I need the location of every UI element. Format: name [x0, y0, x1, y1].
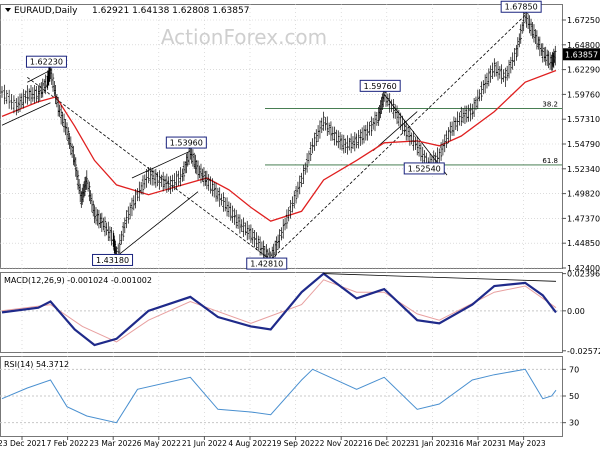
trend-line — [383, 94, 448, 176]
rsi-line — [1, 368, 557, 424]
moving-average-line — [1, 69, 557, 222]
rsi-tick-label: 30 — [569, 419, 579, 428]
price-tick-label: 1.59760 — [567, 90, 600, 99]
x-axis-ticks: 23 Dec 2021 7 Feb 2022 23 Mar 2022 6 May 20… — [0, 436, 546, 448]
price-tick-label: 1.57310 — [567, 115, 600, 124]
rsi-tick-label: 70 — [569, 365, 579, 374]
price-tick-label: 1.52340 — [567, 165, 600, 174]
x-tick-label: 16 Dec 2022 — [363, 439, 411, 448]
last-price-box — [563, 48, 600, 61]
symbol-title: EURAUD,Daily — [14, 6, 78, 16]
price-tick-label: 1.49820 — [567, 190, 600, 199]
x-tick-label: 16 Mar 2023 — [454, 439, 502, 448]
fib-level-label: 61.8 — [542, 157, 558, 165]
x-tick-label: 23 Dec 2021 — [0, 439, 46, 448]
trend-line — [116, 191, 199, 257]
trend-line — [1, 102, 51, 126]
price-tick-label: 1.47370 — [567, 214, 600, 223]
trend-line — [270, 14, 526, 261]
macd-title: MACD(12,26,9) -0.001024 -0.001002 — [4, 276, 152, 285]
trend-line — [131, 150, 191, 179]
x-tick-label: 4 Aug 2022 — [228, 439, 271, 448]
macd-tick-label: 0.023965 — [567, 270, 600, 279]
swing-label-box — [92, 253, 134, 266]
trend-lines — [1, 14, 526, 261]
swing-label: 1.52540 — [408, 164, 441, 173]
x-tick-label: 1 May 2023 — [502, 439, 546, 448]
x-tick-label: 19 Sep 2022 — [272, 439, 320, 448]
price-tick-label: 1.54790 — [567, 140, 600, 149]
swing-label: 1.53960 — [170, 139, 203, 148]
x-tick-label: 23 Mar 2022 — [89, 439, 137, 448]
price-tick-label: 1.64800 — [567, 41, 600, 50]
macd-tick-label: 0.00 — [567, 307, 585, 316]
price-tick-label: 1.42400 — [567, 264, 600, 273]
watermark: ActionForex.com — [161, 25, 327, 49]
trend-line — [27, 69, 51, 83]
x-tick-label: 2 Nov 2022 — [320, 439, 363, 448]
macd-tick-label: -0.025726 — [567, 347, 600, 356]
swing-label: 1.62230 — [30, 58, 63, 67]
swing-label: 1.67850 — [505, 3, 538, 12]
price-tick-label: 1.44850 — [567, 239, 600, 248]
rsi-series — [1, 368, 557, 424]
macd-panel-frame — [0, 272, 563, 353]
x-tick-label: 31 Jan 2023 — [410, 439, 455, 448]
swing-labels: 1.62230 1.43180 1.53960 1.42810 1.59760 1.525… — [25, 0, 542, 270]
swing-label-box — [500, 0, 542, 13]
fib-level-label: 38.2 — [542, 100, 558, 108]
macd-signal-line — [1, 279, 557, 343]
gridlines — [0, 4, 562, 436]
rsi-tick-label: 50 — [569, 392, 579, 401]
ohlc-readout: 1.62921 1.64138 1.62808 1.63857 — [92, 6, 249, 16]
swing-label-box — [165, 136, 207, 149]
dropdown-triangle-icon[interactable] — [5, 8, 11, 12]
trend-line — [27, 77, 271, 261]
swing-label-box — [246, 257, 288, 270]
macd-divergence-line — [323, 273, 557, 282]
swing-label: 1.59760 — [364, 82, 397, 91]
price-tick-label: 1.62290 — [567, 66, 600, 75]
x-tick-label: 7 Feb 2022 — [47, 439, 89, 448]
macd-line — [1, 272, 557, 347]
y-axis-ticks: 1.67250 1.64800 1.62290 1.59760 1.57310 1.547… — [562, 16, 600, 428]
price-tick-label: 1.67250 — [567, 16, 600, 25]
swing-label-box — [25, 55, 67, 68]
swing-label: 1.43180 — [96, 256, 129, 265]
trend-line — [372, 111, 418, 151]
swing-label-box — [403, 162, 445, 175]
rsi-title: RSI(14) 54.3712 — [4, 360, 69, 369]
macd-series — [1, 272, 557, 347]
x-tick-label: 21 Jun 2022 — [182, 439, 227, 448]
x-tick-label: 6 May 2022 — [137, 439, 181, 448]
swing-label: 1.42810 — [250, 260, 283, 269]
last-price-label: 1.63857 — [565, 50, 598, 59]
swing-label-box — [359, 79, 401, 92]
price-series — [0, 8, 557, 267]
